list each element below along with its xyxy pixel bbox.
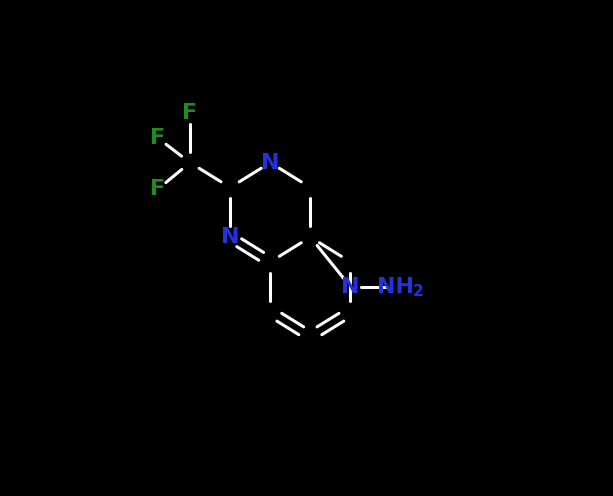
Text: N: N	[341, 277, 360, 297]
Text: F: F	[150, 180, 165, 199]
Text: 2: 2	[413, 284, 424, 299]
Text: F: F	[150, 128, 165, 148]
Text: F: F	[183, 103, 197, 123]
Text: N: N	[221, 227, 240, 247]
Text: NH: NH	[376, 277, 414, 297]
Text: N: N	[261, 153, 280, 173]
